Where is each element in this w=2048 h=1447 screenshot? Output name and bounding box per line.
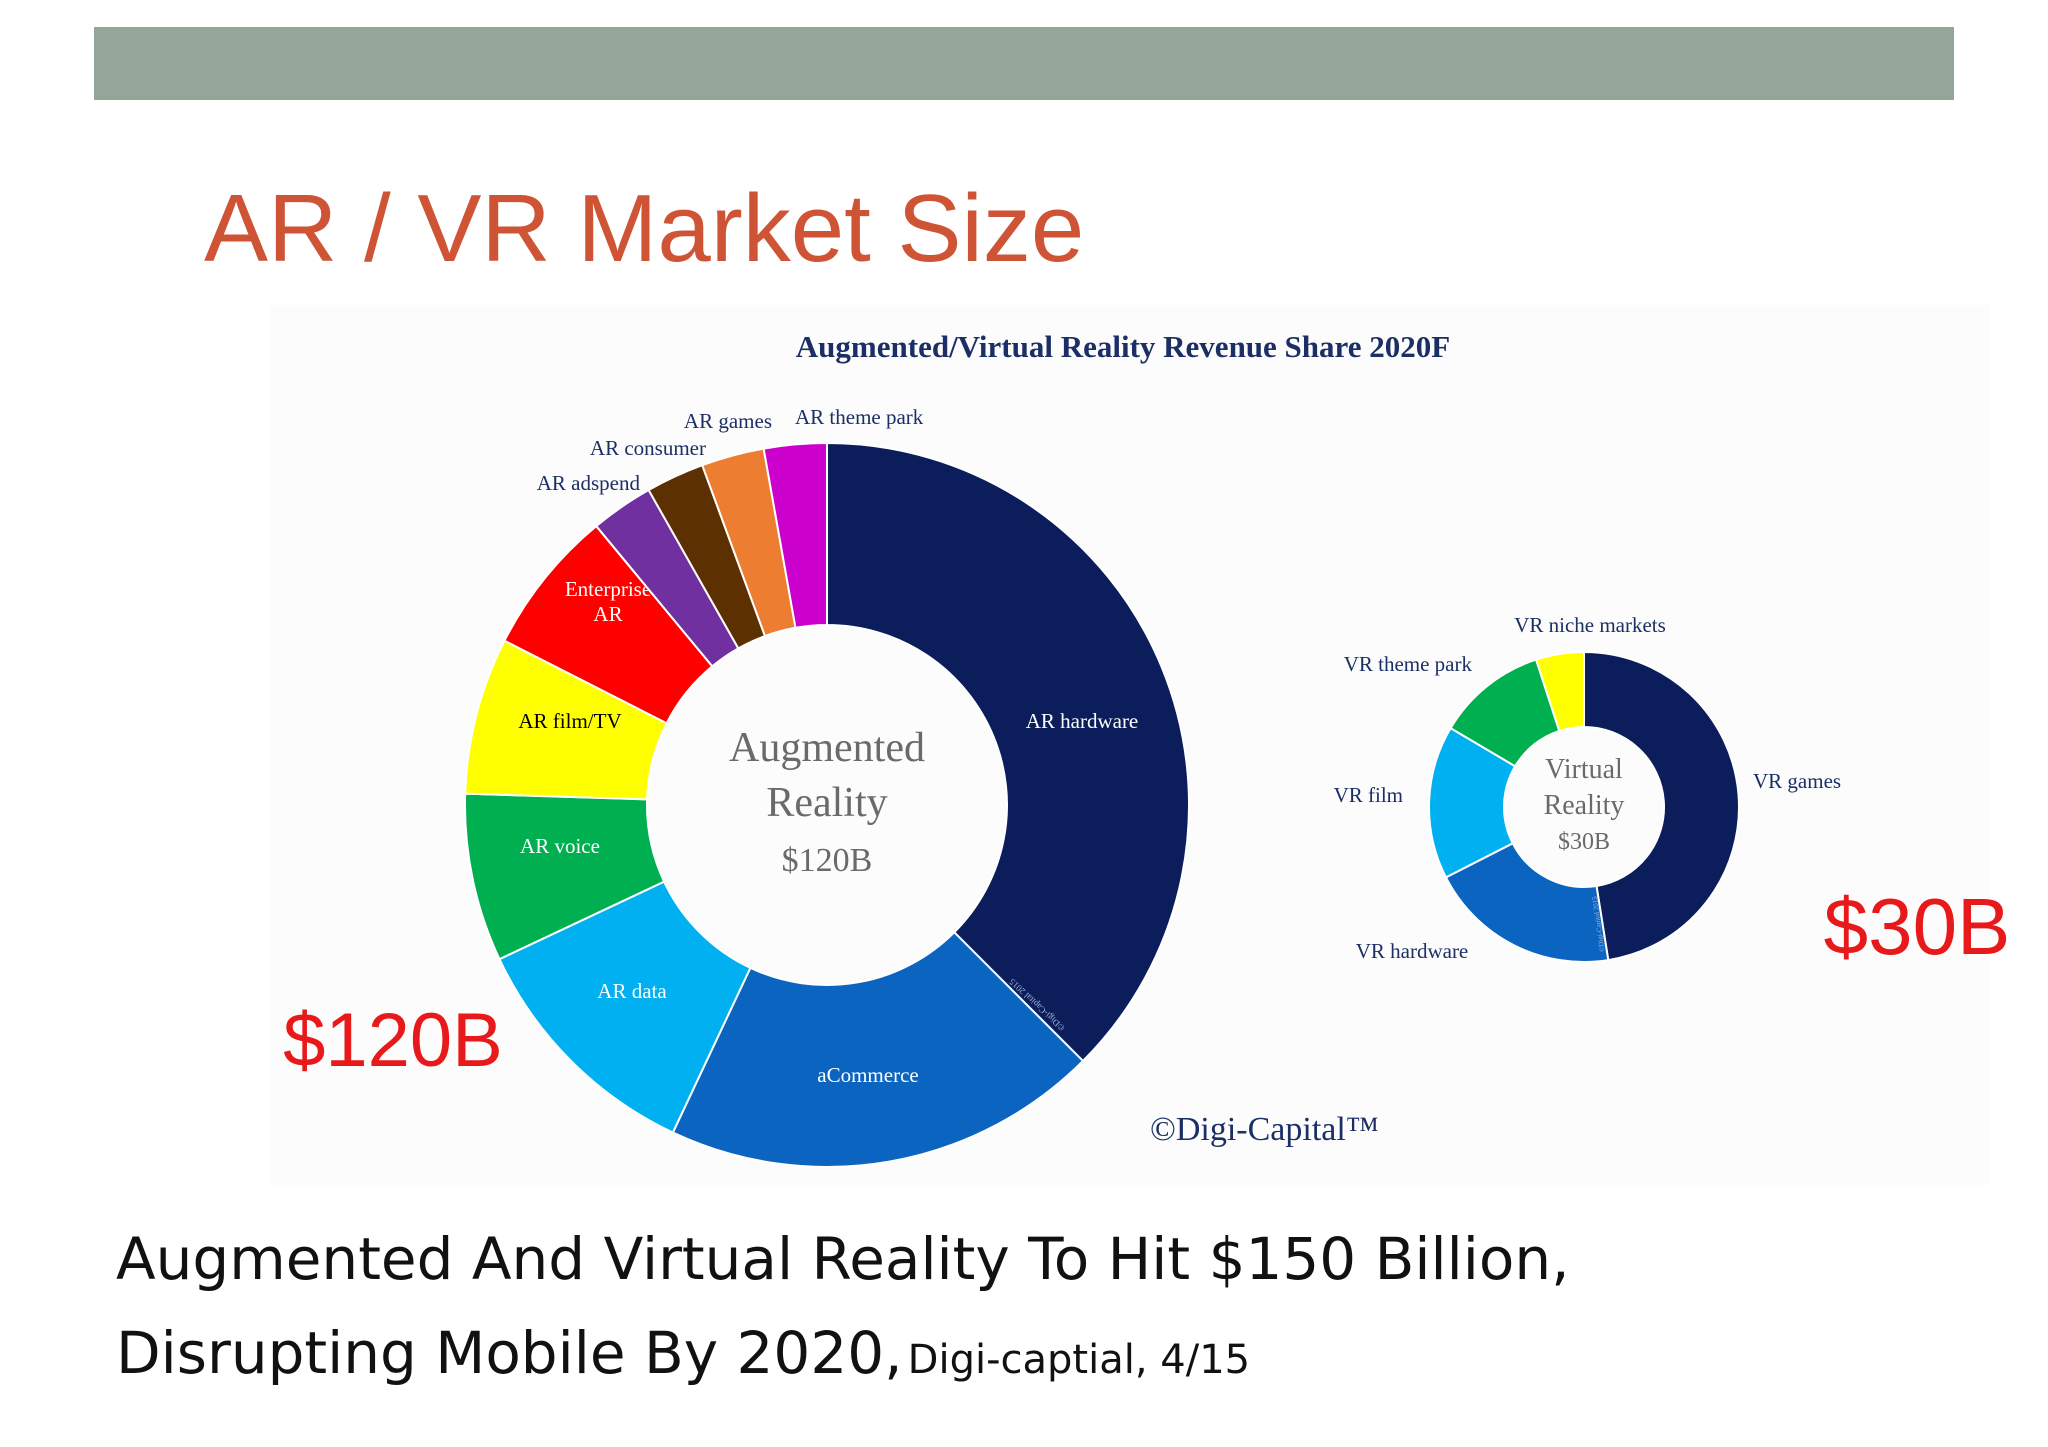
slice-label-vr-hardware: VR hardware — [1356, 939, 1469, 963]
headline: Augmented And Virtual Reality To Hit $15… — [116, 1212, 1570, 1415]
total-label: $120B — [283, 998, 503, 1083]
slice-vr-niche-markets — [1534, 650, 1585, 733]
center-label-line-1: Augmented — [729, 725, 925, 771]
slice-label-enterprise-ar: Enterprise AR — [565, 577, 651, 626]
slice-label-vr-games: VR games — [1753, 769, 1841, 793]
slice-label-vr-niche-markets: VR niche markets — [1514, 613, 1666, 637]
total-label: $30B — [1824, 882, 2011, 971]
headline-line-1: Augmented And Virtual Reality To Hit $15… — [116, 1225, 1570, 1293]
center-label-line-3: $30B — [1558, 829, 1610, 855]
headline-line-2: Disrupting Mobile By 2020, — [116, 1319, 903, 1387]
center-label-line-2: Reality — [766, 780, 887, 826]
headline-source: Digi-captial, 4/15 — [907, 1337, 1251, 1383]
header-bar — [94, 27, 1954, 100]
slice-acommerce — [671, 930, 1085, 1168]
slice-label-acommerce: aCommerce — [817, 1063, 918, 1087]
slice-label-ar-hardware: AR hardware — [1026, 709, 1139, 733]
slice-label-ar-voice: AR voice — [520, 834, 600, 858]
slice-label-ar-data: AR data — [597, 979, 667, 1003]
slice-label-ar-adspend: AR adspend — [537, 471, 641, 495]
slice-vr-film — [1428, 726, 1517, 879]
slide-title: AR / VR Market Size — [204, 175, 1085, 282]
slice-label-vr-film: VR film — [1334, 783, 1403, 807]
slice-vr-games — [1583, 650, 1740, 962]
slice-ar-theme-park — [762, 441, 828, 629]
slice-label-ar-consumer: AR consumer — [590, 436, 706, 460]
donut-charts: Augmented/Virtual Reality Revenue Share … — [283, 329, 2011, 1168]
slice-label-ar-games: AR games — [684, 409, 772, 433]
center-label-line-3: $120B — [782, 842, 873, 879]
center-label-line-2: Reality — [1544, 790, 1625, 821]
center-label-line-1: Virtual — [1545, 754, 1623, 785]
slice-label-ar-theme-park: AR theme park — [795, 405, 924, 429]
chart-title: Augmented/Virtual Reality Revenue Share … — [796, 329, 1450, 364]
slice-label-vr-theme-park: VR theme park — [1344, 652, 1473, 676]
slice-vr-hardware — [1444, 841, 1610, 963]
digi-capital-credit: ©Digi-Capital™ — [1150, 1111, 1379, 1148]
slice-label-ar-film-tv: AR film/TV — [518, 709, 621, 733]
slice-ar-hardware — [826, 441, 1190, 1063]
